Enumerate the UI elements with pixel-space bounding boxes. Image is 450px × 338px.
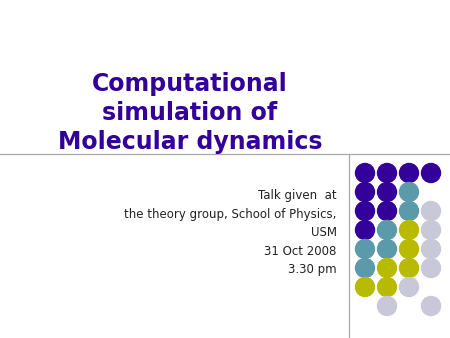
Circle shape xyxy=(356,259,374,277)
Circle shape xyxy=(422,164,441,183)
Circle shape xyxy=(378,164,396,183)
Circle shape xyxy=(422,201,441,220)
Circle shape xyxy=(400,220,419,240)
Circle shape xyxy=(422,220,441,240)
Circle shape xyxy=(378,201,396,220)
Circle shape xyxy=(356,240,374,259)
Circle shape xyxy=(356,164,374,183)
Circle shape xyxy=(378,183,396,201)
Circle shape xyxy=(356,183,374,201)
Circle shape xyxy=(378,259,396,277)
Circle shape xyxy=(422,259,441,277)
Circle shape xyxy=(378,296,396,315)
Circle shape xyxy=(378,240,396,259)
Circle shape xyxy=(356,201,374,220)
Text: Computational
simulation of
Molecular dynamics: Computational simulation of Molecular dy… xyxy=(58,72,322,154)
Circle shape xyxy=(378,277,396,296)
Circle shape xyxy=(400,277,419,296)
Circle shape xyxy=(400,164,419,183)
Circle shape xyxy=(400,201,419,220)
Text: Talk given  at
the theory group, School of Physics,
USM
31 Oct 2008
3.30 pm: Talk given at the theory group, School o… xyxy=(124,190,337,276)
Circle shape xyxy=(422,240,441,259)
Circle shape xyxy=(356,277,374,296)
Circle shape xyxy=(356,220,374,240)
Circle shape xyxy=(400,183,419,201)
Circle shape xyxy=(400,259,419,277)
Circle shape xyxy=(422,296,441,315)
Circle shape xyxy=(378,220,396,240)
Circle shape xyxy=(400,240,419,259)
